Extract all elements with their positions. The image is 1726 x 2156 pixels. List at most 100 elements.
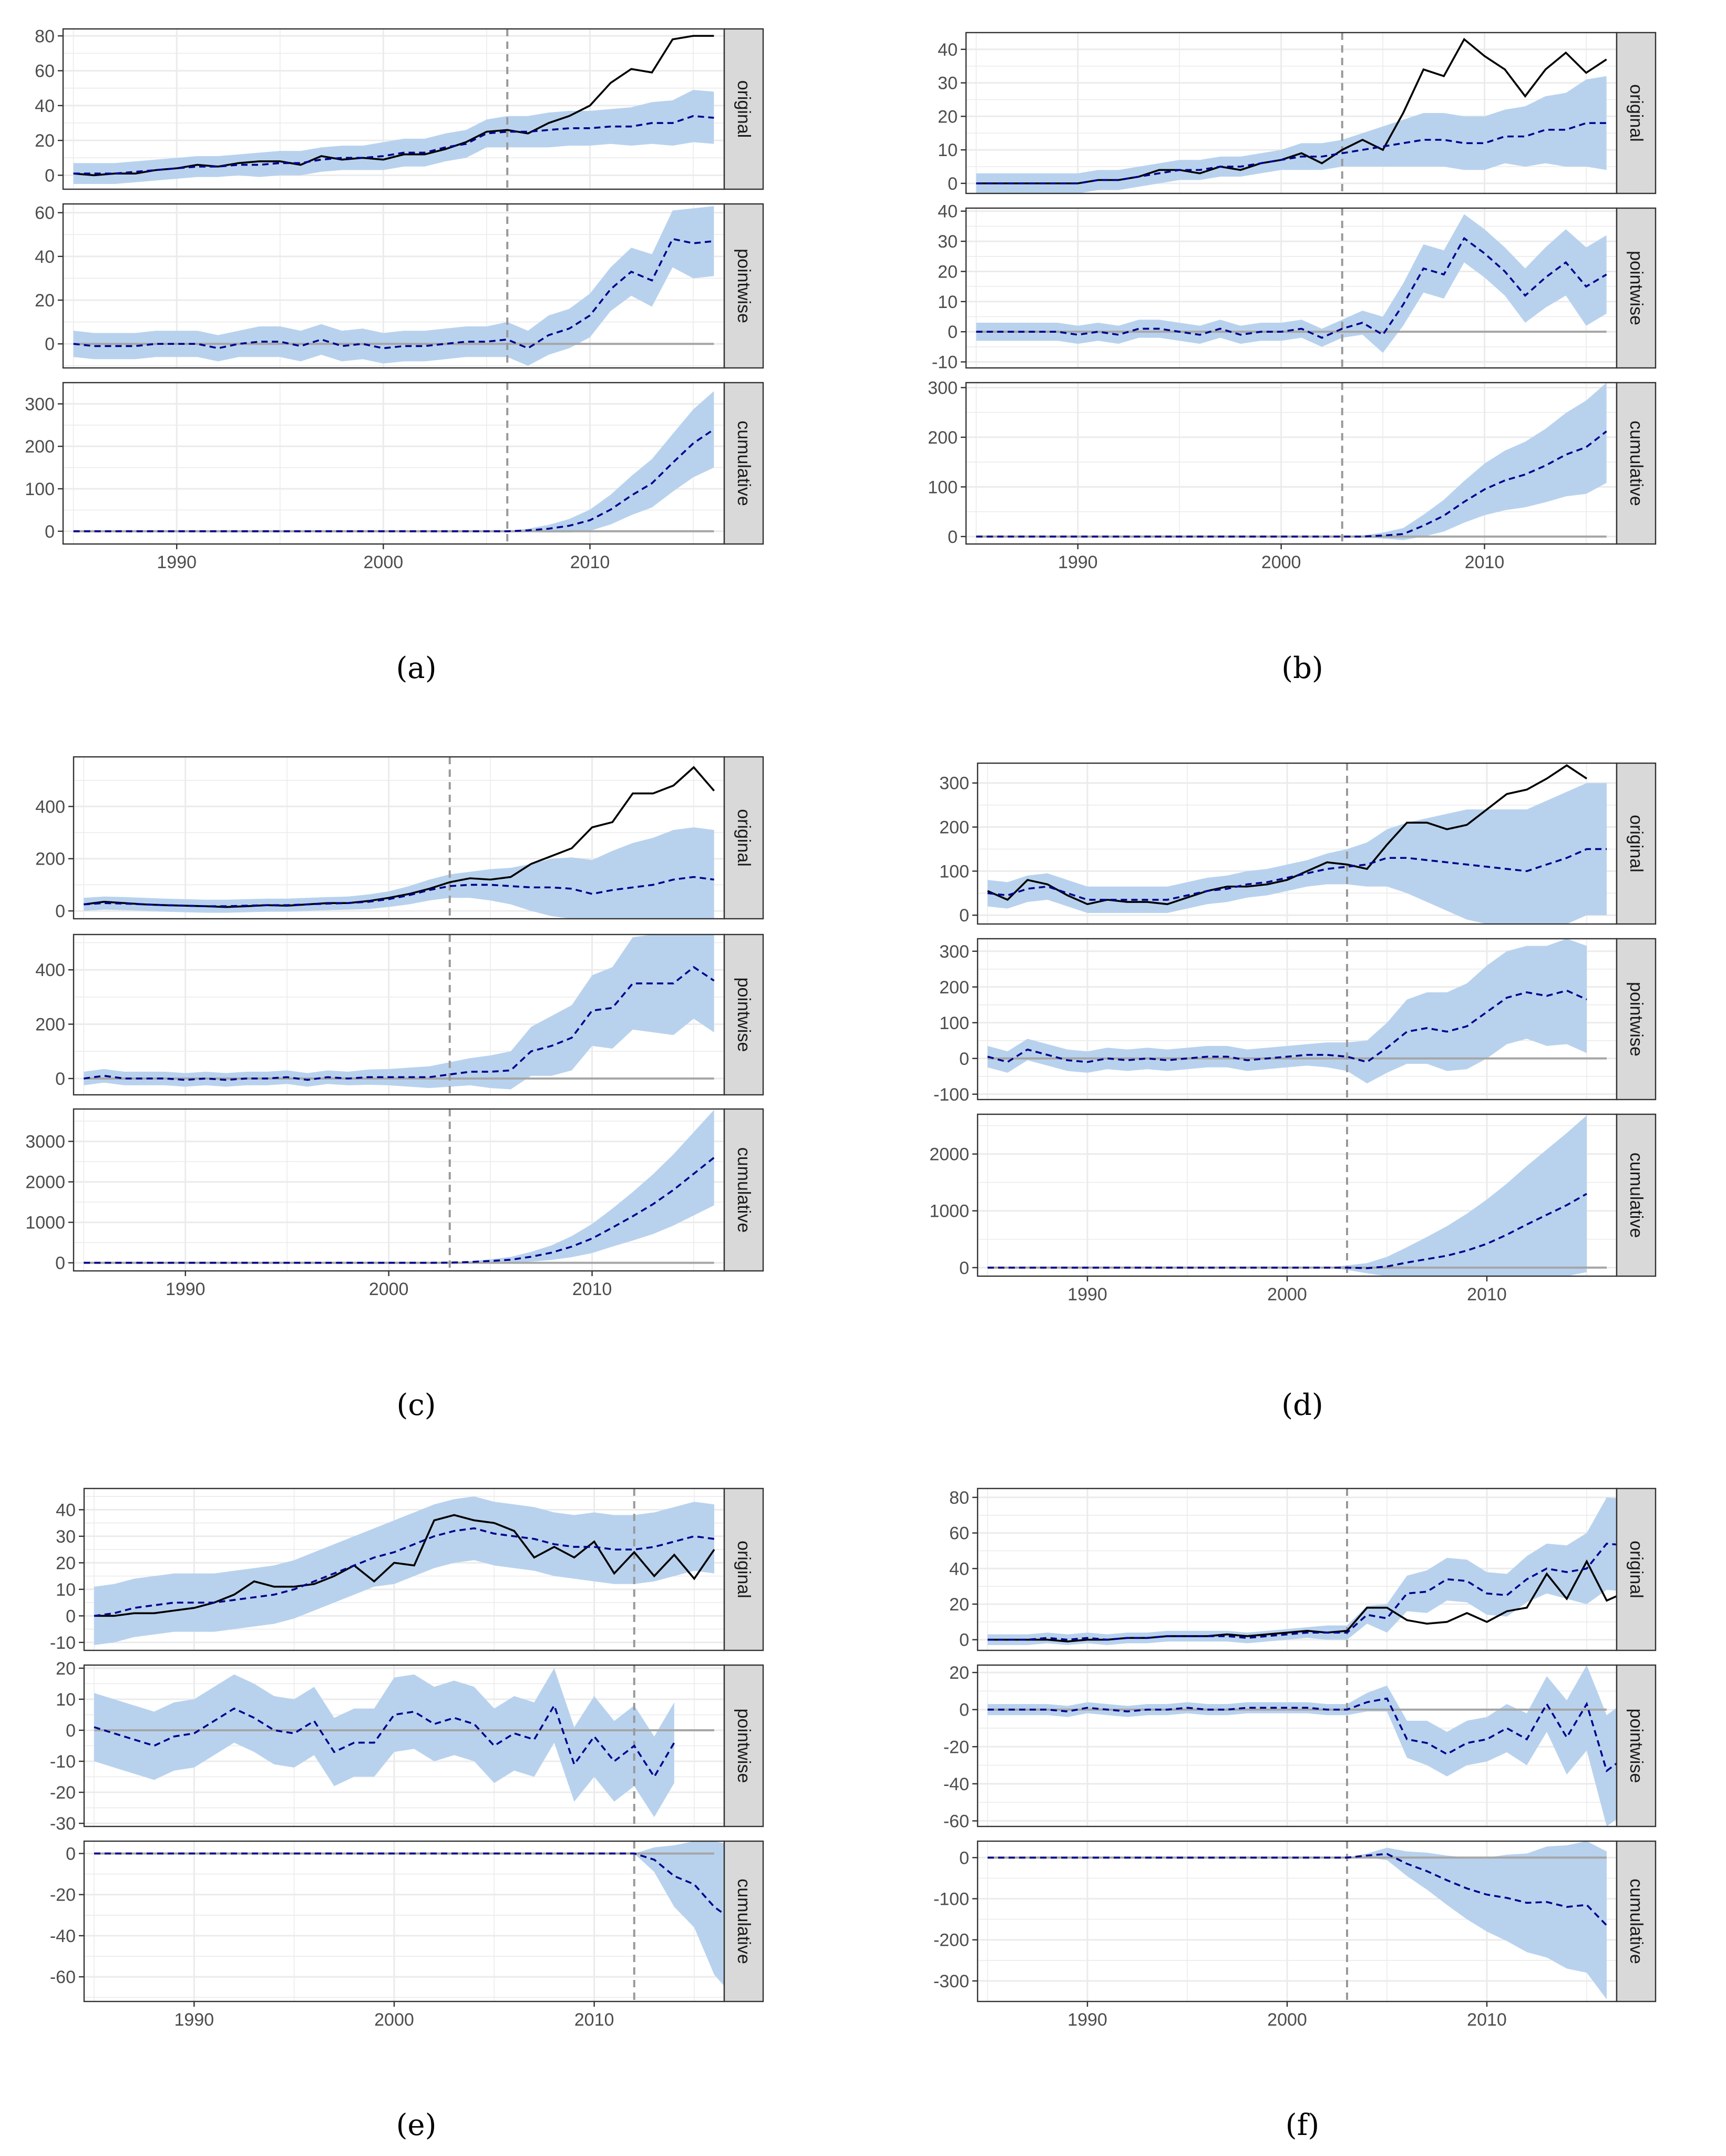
- counterfactual-series: [73, 428, 715, 532]
- y-tick-label: 20: [949, 1663, 969, 1683]
- facet-strip: original: [1616, 1487, 1657, 1651]
- panel-original-d: 0 100 200 300 original: [939, 762, 1657, 926]
- confidence-band: [94, 1496, 714, 1645]
- y-tick-label: -20: [50, 1885, 76, 1905]
- facet-strip-background: [723, 382, 764, 545]
- caption-d: (d): [1281, 1388, 1323, 1422]
- y-tick-label: -100: [933, 1085, 969, 1105]
- facet-label-pointwise: pointwise: [734, 978, 754, 1052]
- facet-label-pointwise: pointwise: [1626, 1709, 1646, 1783]
- x-tick-label: 1990: [1067, 2010, 1107, 2030]
- facet-strip: original: [723, 1487, 764, 1651]
- panel-pointwise-b: -10 0 10 20 30 40 pointwise: [932, 202, 1657, 373]
- x-tick-label: 2010: [570, 552, 610, 572]
- y-tick-label: 400: [35, 797, 65, 817]
- y-tick-label: 40: [938, 202, 958, 222]
- panel-background: [84, 1841, 724, 2001]
- y-tick-label: 60: [35, 61, 55, 81]
- facet-strip: cumulative: [723, 1840, 764, 2003]
- x-tick-label: 2010: [1467, 1285, 1507, 1305]
- y-tick-label: 200: [35, 1015, 65, 1035]
- observed-series: [94, 1514, 715, 1617]
- facet-strip-background: [1616, 1113, 1657, 1277]
- y-tick-label: 20: [56, 1553, 76, 1573]
- observed-series: [987, 764, 1587, 906]
- counterfactual-series: [84, 966, 715, 1081]
- observed-series: [976, 37, 1607, 184]
- confidence-band: [73, 90, 714, 184]
- y-tick-label: 400: [35, 960, 65, 980]
- y-tick-label: 1000: [25, 1213, 65, 1233]
- facet-label-cumulative: cumulative: [734, 1878, 754, 1964]
- counterfactual-series: [987, 848, 1607, 901]
- facet-strip-background: [1616, 1487, 1657, 1651]
- panel-cumulative-a: 0 100 200 300 cumulative: [25, 382, 764, 545]
- y-tick-label: 100: [928, 477, 958, 497]
- caption-b: (b): [1281, 651, 1323, 685]
- counterfactual-series: [94, 1852, 735, 1922]
- y-tick-label: 0: [66, 1606, 76, 1626]
- y-tick-label: 300: [25, 394, 55, 414]
- chart-f: 020406080original-60-40-20020pointwise-3…: [933, 1487, 1657, 2030]
- facet-strip-background: [723, 1487, 764, 1651]
- y-tick-label: 30: [56, 1527, 76, 1547]
- caption-a: (a): [396, 651, 436, 685]
- facet-label-pointwise: pointwise: [1626, 251, 1646, 325]
- y-tick-label: 0: [66, 1721, 76, 1741]
- y-tick-label: 200: [25, 437, 55, 457]
- facet-strip-background: [1616, 1664, 1657, 1828]
- x-tick-label: 2010: [574, 2010, 614, 2030]
- confidence-band: [976, 383, 1607, 540]
- x-tick-label: 2010: [1465, 552, 1505, 572]
- counterfactual-series: [976, 122, 1607, 184]
- counterfactual-series: [94, 1703, 675, 1779]
- facet-strip-background: [1616, 938, 1657, 1101]
- y-tick-label: 20: [56, 1659, 76, 1679]
- y-tick-label: 100: [25, 479, 55, 499]
- y-tick-label: -10: [932, 353, 958, 373]
- y-tick-label: 0: [66, 1844, 76, 1864]
- y-tick-label: -200: [933, 1931, 969, 1950]
- caption-e: (e): [396, 2108, 437, 2142]
- confidence-band: [988, 939, 1587, 1084]
- confidence-band: [976, 76, 1607, 193]
- y-tick-label: 40: [35, 96, 55, 116]
- x-tick-label: 2000: [1261, 552, 1301, 572]
- y-tick-label: -300: [933, 1972, 969, 1991]
- x-tick-label: 1990: [1058, 552, 1098, 572]
- x-tick-label: 1990: [157, 552, 197, 572]
- x-tick-label: 2000: [374, 2010, 414, 2030]
- facet-strip: original: [723, 28, 764, 190]
- y-tick-label: 0: [959, 1630, 969, 1650]
- y-tick-label: 40: [938, 40, 958, 60]
- facet-strip-background: [723, 1840, 764, 2003]
- counterfactual-series: [73, 115, 714, 174]
- facet-strip: pointwise: [1616, 1664, 1657, 1828]
- y-tick-label: 200: [939, 818, 969, 838]
- facet-label-original: original: [1626, 1541, 1646, 1598]
- panel-pointwise-d: -100 0 100 200 300 pointwise: [933, 938, 1657, 1105]
- facet-strip-background: [1616, 1840, 1657, 2003]
- y-tick-label: 0: [948, 527, 958, 547]
- y-tick-label: 100: [939, 1013, 969, 1033]
- counterfactual-series: [987, 989, 1587, 1063]
- confidence-band: [988, 783, 1607, 924]
- y-tick-label: 100: [939, 861, 969, 881]
- facet-label-original: original: [1626, 84, 1646, 142]
- facet-strip: cumulative: [723, 1108, 764, 1272]
- y-tick-label: -10: [50, 1633, 76, 1653]
- confidence-band: [976, 214, 1607, 353]
- facet-strip-background: [723, 28, 764, 190]
- y-tick-label: 300: [928, 378, 958, 398]
- y-tick-label: 10: [56, 1690, 76, 1710]
- facet-strip: original: [723, 756, 764, 920]
- facet-strip: pointwise: [723, 203, 764, 369]
- y-tick-label: 0: [948, 174, 958, 194]
- panel-original-c: 0 200 400 original: [35, 756, 764, 921]
- confidence-band: [94, 1841, 735, 1998]
- y-tick-label: -60: [50, 1967, 76, 1987]
- facet-strip-background: [1616, 382, 1657, 545]
- y-tick-label: 40: [35, 247, 55, 267]
- counterfactual-series: [84, 1156, 715, 1264]
- y-tick-label: 20: [938, 107, 958, 127]
